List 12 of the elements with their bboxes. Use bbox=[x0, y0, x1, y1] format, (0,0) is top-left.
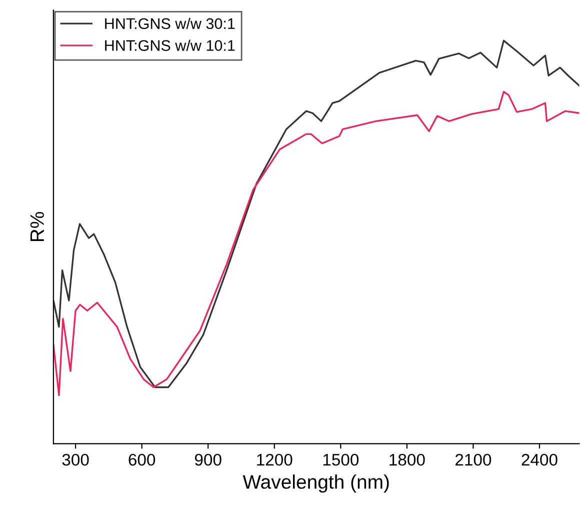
x-tick-label: 1200 bbox=[257, 454, 292, 466]
x-tick-label: 300 bbox=[62, 454, 89, 466]
legend-label: HNT:GNS w/w 30:1 bbox=[105, 18, 235, 30]
y-axis-title: R% bbox=[30, 212, 44, 242]
x-tick-label: 600 bbox=[128, 454, 156, 466]
x-tick-label: 2400 bbox=[522, 454, 558, 466]
legend-label: HNT:GNS w/w 10:1 bbox=[105, 40, 235, 51]
x-tick-label: 900 bbox=[194, 454, 222, 466]
x-tick-label: 2100 bbox=[456, 454, 492, 466]
x-tick-label: 1800 bbox=[390, 454, 425, 466]
x-tick-label: 1500 bbox=[323, 454, 359, 466]
x-axis-title: Wavelength (nm) bbox=[242, 474, 389, 493]
